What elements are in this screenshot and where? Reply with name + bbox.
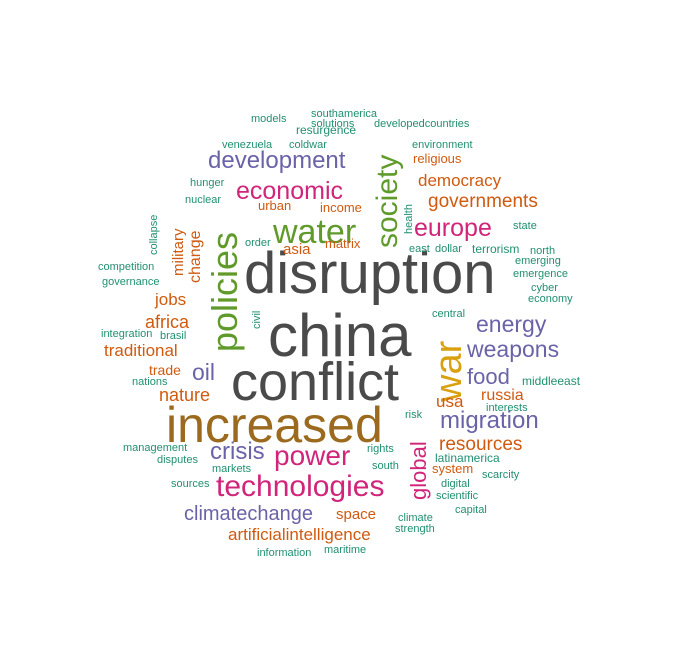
word-development: development bbox=[208, 147, 346, 174]
word-space: space bbox=[336, 506, 376, 523]
word-policies: policies bbox=[204, 232, 245, 352]
word-cyber: cyber bbox=[531, 282, 558, 294]
word-middleeast: middleeast bbox=[522, 374, 581, 388]
word-artificialintelligence: artificialintelligence bbox=[228, 525, 371, 544]
word-health: health bbox=[403, 204, 415, 234]
word-democracy: democracy bbox=[418, 171, 502, 190]
word-power: power bbox=[274, 440, 350, 471]
word-income: income bbox=[320, 200, 362, 215]
word-southamerica: southamerica bbox=[311, 108, 378, 120]
word-competition: competition bbox=[98, 261, 154, 273]
word-collapse: collapse bbox=[148, 215, 160, 255]
word-urban: urban bbox=[258, 198, 291, 213]
word-usa: usa bbox=[436, 392, 464, 411]
word-scarcity: scarcity bbox=[482, 469, 520, 481]
word-migration: migration bbox=[440, 407, 539, 434]
word-terrorism: terrorism bbox=[472, 242, 519, 256]
word-emerging: emerging bbox=[515, 255, 561, 267]
word-strength: strength bbox=[395, 523, 435, 535]
word-resources: resources bbox=[439, 434, 522, 455]
word-environment: environment bbox=[412, 139, 473, 151]
word-scientific: scientific bbox=[436, 490, 479, 502]
word-change: change bbox=[187, 230, 204, 283]
word-weapons: weapons bbox=[466, 336, 559, 362]
word-religious: religious bbox=[413, 151, 462, 166]
word-global: global bbox=[406, 441, 431, 500]
word-crisis: crisis bbox=[210, 438, 265, 465]
word-venezuela: venezuela bbox=[222, 139, 273, 151]
word-asia: asia bbox=[283, 241, 311, 258]
word-management: management bbox=[123, 442, 187, 454]
word-oil: oil bbox=[192, 359, 215, 385]
word-integration: integration bbox=[101, 328, 152, 340]
word-risk: risk bbox=[405, 409, 423, 421]
word-disputes: disputes bbox=[157, 454, 198, 466]
word-state: state bbox=[513, 220, 537, 232]
word-hunger: hunger bbox=[190, 177, 225, 189]
word-economic: economic bbox=[236, 177, 343, 205]
word-military: military bbox=[170, 228, 187, 276]
word-system: system bbox=[432, 461, 473, 476]
word-africa: africa bbox=[145, 312, 190, 332]
word-digital: digital bbox=[441, 478, 470, 490]
word-south: south bbox=[372, 460, 399, 472]
word-resurgence: resurgence bbox=[296, 123, 356, 137]
word-traditional: traditional bbox=[104, 341, 178, 360]
word-latinamerica: latinamerica bbox=[435, 451, 500, 465]
word-sources: sources bbox=[171, 478, 210, 490]
word-energy: energy bbox=[476, 311, 547, 337]
word-economy: economy bbox=[528, 293, 573, 305]
word-brasil: brasil bbox=[160, 330, 186, 342]
word-rights: rights bbox=[367, 443, 394, 455]
word-water: water bbox=[272, 213, 356, 251]
word-technologies: technologies bbox=[216, 470, 384, 503]
word-markets: markets bbox=[212, 463, 252, 475]
word-conflict: conflict bbox=[231, 352, 399, 412]
word-climate: climate bbox=[398, 512, 433, 524]
word-nature: nature bbox=[159, 385, 210, 405]
word-central: central bbox=[432, 308, 465, 320]
word-interests: interests bbox=[486, 402, 528, 414]
word-disruption: disruption bbox=[244, 241, 495, 306]
word-developedcountries: developedcountries bbox=[374, 118, 470, 130]
word-north: north bbox=[530, 245, 555, 257]
word-information: information bbox=[257, 547, 311, 559]
word-civil: civil bbox=[251, 311, 263, 329]
word-climatechange: climatechange bbox=[184, 503, 313, 525]
word-trade: trade bbox=[149, 362, 181, 378]
word-nations: nations bbox=[132, 376, 168, 388]
word-coldwar: coldwar bbox=[289, 139, 327, 151]
word-society: society bbox=[371, 155, 404, 248]
word-war: war bbox=[428, 340, 470, 403]
word-increased: increased bbox=[166, 397, 383, 453]
word-russia: russia bbox=[481, 387, 524, 404]
word-china: china bbox=[268, 302, 412, 369]
word-governments: governments bbox=[428, 191, 538, 212]
word-dollar: dollar bbox=[435, 243, 462, 255]
word-capital: capital bbox=[455, 504, 487, 516]
word-europe: europe bbox=[414, 214, 492, 242]
word-order: order bbox=[245, 237, 271, 249]
word-models: models bbox=[251, 113, 287, 125]
word-jobs: jobs bbox=[154, 290, 186, 309]
word-nuclear: nuclear bbox=[185, 194, 221, 206]
word-east: east bbox=[409, 243, 430, 255]
word-emergence: emergence bbox=[513, 268, 568, 280]
word-governance: governance bbox=[102, 276, 160, 288]
word-solutions: solutions bbox=[311, 118, 355, 130]
word-matrix: matrix bbox=[325, 236, 361, 251]
word-maritime: maritime bbox=[324, 544, 366, 556]
word-food: food bbox=[467, 364, 510, 389]
